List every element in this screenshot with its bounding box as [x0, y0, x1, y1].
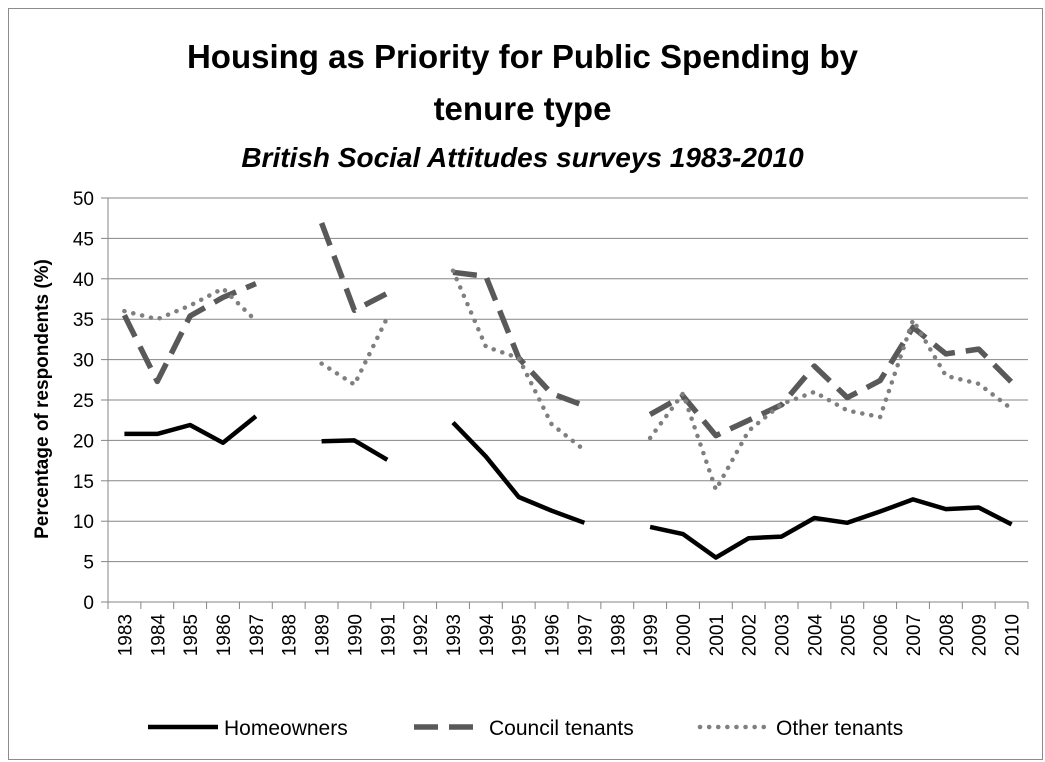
y-tick-labels: 0 5 10 15 20 25 30 35 40 45 50	[73, 189, 94, 614]
series-line-council-tenants	[648, 324, 1014, 439]
chart-title-line1: Housing as Priority for Public Spending …	[186, 38, 859, 75]
series-line-homeowners	[451, 421, 586, 525]
series-line-council-tenants	[319, 222, 389, 314]
x-tick-label-1990: 1990	[345, 614, 366, 656]
x-tick-label-2003: 2003	[773, 614, 794, 656]
series-line-council-tenants	[121, 281, 257, 385]
x-tick-label-1987: 1987	[247, 614, 268, 656]
legend-label-other-tenants: Other tenants	[776, 717, 903, 740]
series-line-homeowners	[124, 414, 258, 446]
series-line-other-tenants	[647, 317, 1014, 492]
y-tick-label: 50	[73, 189, 94, 210]
x-tick-label-2005: 2005	[838, 614, 859, 656]
y-tick-label: 20	[73, 431, 94, 452]
x-tick-label-2010: 2010	[1003, 614, 1024, 656]
series-line-other-tenants	[319, 315, 390, 387]
x-tick-label-1999: 1999	[641, 614, 662, 656]
y-axis-label: Percentage of respondents (%)	[32, 259, 53, 539]
y-tick-label: 30	[73, 351, 94, 372]
chart-title-line2: tenure type	[433, 90, 612, 127]
x-tick-label-1988: 1988	[280, 614, 301, 656]
legend: Homeowners Council tenants Other tenants	[148, 717, 903, 740]
y-tick-label: 15	[73, 472, 94, 493]
x-tick-labels: 1983 1984 1985 1986 1987 1988 1989 1990 1991 1992…	[115, 614, 1023, 657]
x-tick-label-2000: 2000	[674, 614, 695, 656]
x-tick-label-1986: 1986	[214, 614, 235, 656]
x-tick-label-1993: 1993	[444, 614, 465, 656]
series-lines	[121, 222, 1014, 560]
y-tick-label: 25	[73, 391, 94, 412]
x-tick-label-1992: 1992	[411, 614, 432, 656]
x-tick-label-1989: 1989	[313, 614, 334, 656]
x-tick-label-1994: 1994	[477, 614, 498, 657]
series-line-homeowners	[649, 497, 1013, 560]
x-tick-label-1996: 1996	[543, 614, 564, 656]
x-tick-label-2001: 2001	[707, 614, 728, 656]
legend-label-homeowners: Homeowners	[224, 717, 348, 740]
x-tick-label-2002: 2002	[740, 614, 761, 656]
x-tick-label-1997: 1997	[575, 614, 596, 656]
y-tick-label: 5	[83, 553, 94, 574]
x-tick-label-2004: 2004	[805, 614, 826, 657]
y-tick-label: 45	[73, 229, 94, 250]
x-tick-label-2006: 2006	[871, 614, 892, 656]
x-tick-label-2008: 2008	[937, 614, 958, 656]
axes	[101, 197, 1029, 609]
y-tick-label: 10	[73, 512, 94, 533]
chart-subtitle: British Social Attitudes surveys 1983-20…	[241, 142, 804, 173]
x-tick-label-2007: 2007	[904, 614, 925, 656]
x-tick-label-1995: 1995	[510, 614, 531, 656]
x-tick-label-2009: 2009	[970, 614, 991, 656]
x-tick-label-1983: 1983	[115, 614, 136, 656]
x-tick-label-1985: 1985	[181, 614, 202, 656]
x-tick-label-1998: 1998	[608, 614, 629, 656]
gridlines	[108, 197, 1028, 563]
series-line-other-tenants	[450, 268, 587, 453]
x-tick-label-1984: 1984	[148, 614, 169, 657]
x-tick-label-1991: 1991	[378, 614, 399, 656]
legend-label-council-tenants: Council tenants	[489, 717, 634, 740]
y-tick-label: 35	[73, 310, 94, 331]
y-tick-label: 40	[73, 270, 94, 291]
series-line-council-tenants	[452, 269, 586, 409]
series-line-homeowners	[321, 438, 389, 462]
y-tick-label: 0	[83, 593, 94, 614]
